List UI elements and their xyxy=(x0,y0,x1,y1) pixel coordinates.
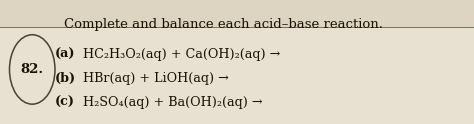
Text: 82.: 82. xyxy=(21,63,44,76)
Text: HBr(aq) + LiOH(aq) →: HBr(aq) + LiOH(aq) → xyxy=(83,72,228,85)
Bar xyxy=(0,0,474,27)
Text: Complete and balance each acid–base reaction.: Complete and balance each acid–base reac… xyxy=(64,18,383,31)
Text: (b): (b) xyxy=(55,72,76,85)
Text: (a): (a) xyxy=(55,48,75,61)
Text: HC₂H₃O₂(aq) + Ca(OH)₂(aq) →: HC₂H₃O₂(aq) + Ca(OH)₂(aq) → xyxy=(83,48,280,61)
Text: H₂SO₄(aq) + Ba(OH)₂(aq) →: H₂SO₄(aq) + Ba(OH)₂(aq) → xyxy=(83,96,263,109)
Text: (c): (c) xyxy=(55,96,74,109)
